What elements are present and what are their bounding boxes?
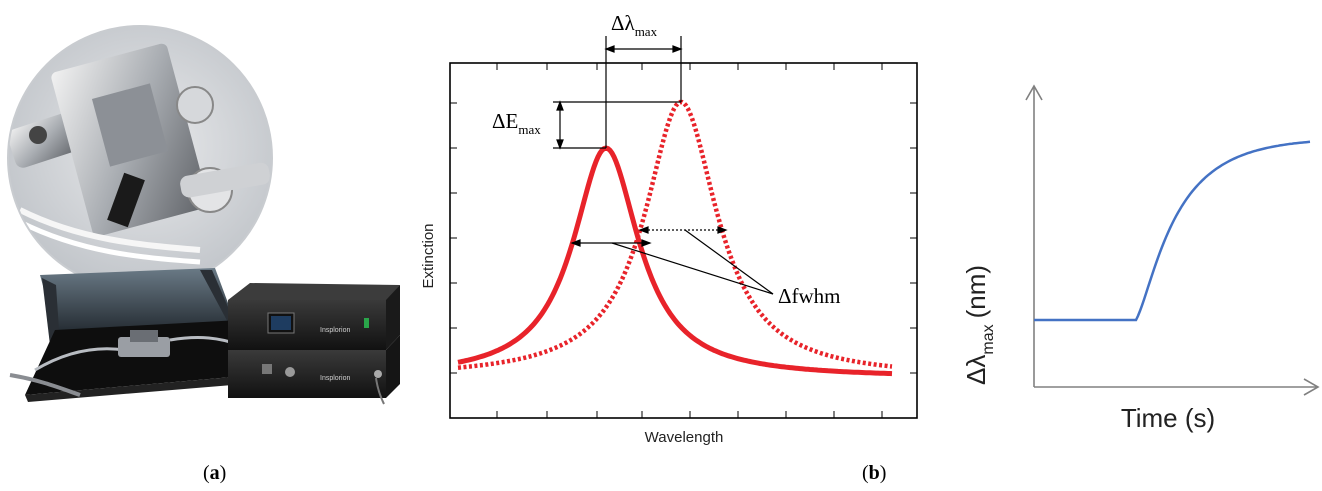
delta-e-label: ΔEmax: [492, 109, 541, 137]
spectrum-curve-initial: [457, 145, 893, 377]
spectrum-xlabel: Wavelength: [645, 429, 724, 446]
spectrum-frame: [449, 62, 918, 419]
flow-cell-unit: [9, 268, 292, 402]
brand-label-lower: Insplorion: [320, 375, 350, 382]
sensorgram-xlabel: Time (s): [1121, 403, 1215, 433]
panel-label-a: (a): [203, 462, 227, 484]
control-unit-upper: Insplorion: [228, 283, 400, 350]
spectrum-curve-shifted: [457, 99, 893, 370]
delta-e-annotation: [553, 100, 681, 150]
delta-lambda-annotation: [604, 36, 683, 148]
spectrum-ylabel: Extinction: [420, 223, 437, 288]
fwhm-label: Δfwhm: [778, 284, 841, 308]
sensorgram-ylabel: Δλmax(nm): [961, 265, 997, 385]
instrument-photo: Insplorion Insplorion: [7, 25, 400, 405]
brand-label-upper: Insplorion: [320, 327, 350, 334]
fwhm-annotation: [570, 226, 774, 295]
sensorgram-axes: [1025, 84, 1320, 396]
panel-label-b: (b): [862, 462, 887, 484]
control-unit-lower: Insplorion: [228, 335, 400, 405]
spectrum-ticks: [450, 63, 917, 418]
zoom-circle: [8, 26, 272, 290]
delta-lambda-label: Δλmax: [611, 11, 658, 39]
sensorgram-curve: [1034, 140, 1311, 322]
